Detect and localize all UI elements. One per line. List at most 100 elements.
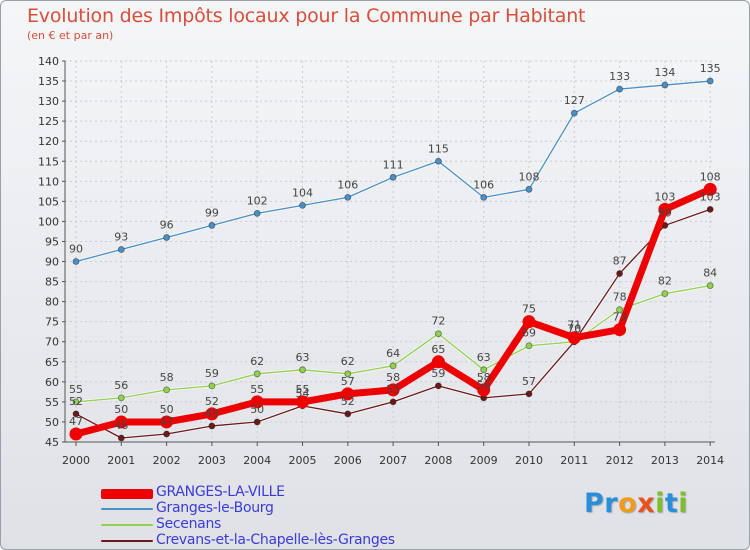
data-label: 70 bbox=[567, 323, 581, 336]
data-point bbox=[117, 394, 125, 402]
legend: GRANGES-LA-VILLE Granges-le-Bourg Secena… bbox=[101, 484, 501, 549]
data-label: 47 bbox=[160, 415, 174, 428]
logo-letter: i bbox=[678, 488, 689, 519]
data-label: 59 bbox=[431, 367, 445, 380]
data-label: 127 bbox=[564, 94, 585, 107]
logo-letter: i bbox=[655, 488, 665, 519]
data-point bbox=[661, 81, 669, 89]
y-tick-label: 50 bbox=[45, 416, 59, 429]
data-point bbox=[253, 209, 261, 217]
data-point bbox=[706, 282, 714, 289]
x-tick-label: 2006 bbox=[334, 454, 362, 467]
data-label: 78 bbox=[613, 291, 627, 304]
data-point bbox=[661, 290, 669, 298]
data-point bbox=[706, 77, 714, 85]
data-label: 58 bbox=[160, 371, 174, 384]
x-tick-label: 2003 bbox=[198, 454, 226, 467]
y-tick-label: 95 bbox=[45, 235, 59, 248]
data-label: 63 bbox=[477, 351, 491, 364]
logo-letter: x bbox=[637, 488, 656, 519]
data-point bbox=[434, 157, 442, 165]
data-point bbox=[344, 370, 352, 378]
y-tick-label: 65 bbox=[45, 356, 59, 369]
data-point bbox=[250, 395, 264, 409]
chart-title: Evolution des Impôts locaux pour la Comm… bbox=[27, 5, 586, 27]
data-point bbox=[525, 342, 533, 350]
legend-item-secenans[interactable]: Secenans bbox=[101, 516, 501, 533]
data-point bbox=[69, 427, 83, 441]
y-tick-label: 70 bbox=[45, 336, 59, 349]
data-point bbox=[525, 185, 533, 193]
y-tick-label: 105 bbox=[38, 195, 59, 208]
x-tick-label: 2012 bbox=[606, 454, 634, 467]
x-tick-label: 2001 bbox=[107, 454, 135, 467]
data-label: 99 bbox=[205, 206, 219, 219]
data-point bbox=[208, 382, 216, 390]
data-label: 87 bbox=[613, 255, 627, 268]
data-label: 54 bbox=[296, 387, 310, 400]
data-point bbox=[163, 386, 171, 394]
x-tick-label: 2004 bbox=[243, 454, 271, 467]
data-label: 93 bbox=[114, 230, 128, 243]
data-label: 104 bbox=[292, 186, 313, 199]
data-point bbox=[208, 222, 216, 229]
data-label: 108 bbox=[700, 170, 721, 183]
data-label: 56 bbox=[114, 379, 128, 392]
data-point bbox=[163, 234, 171, 241]
legend-item-crevans[interactable]: Crevans-et-la-Chapelle-lès-Granges bbox=[101, 532, 501, 549]
x-tick-label: 2000 bbox=[62, 454, 90, 467]
data-label: 96 bbox=[160, 218, 174, 231]
data-point bbox=[344, 410, 352, 418]
data-point bbox=[616, 306, 623, 314]
data-label: 55 bbox=[386, 383, 400, 396]
x-tick-label: 2013 bbox=[651, 454, 679, 467]
data-label: 50 bbox=[250, 403, 264, 416]
x-tick-label: 2002 bbox=[153, 454, 181, 467]
legend-item-granges-le-bourg[interactable]: Granges-le-Bourg bbox=[101, 500, 501, 517]
legend-swatch-crevans bbox=[101, 540, 153, 542]
data-label: 64 bbox=[386, 347, 400, 360]
legend-label-crevans: Crevans-et-la-Chapelle-lès-Granges bbox=[156, 532, 395, 548]
data-point bbox=[253, 370, 261, 378]
data-point bbox=[658, 202, 672, 216]
legend-item-granges-la-ville[interactable]: GRANGES-LA-VILLE bbox=[101, 484, 501, 501]
legend-swatch-granges-le-bourg bbox=[101, 508, 153, 510]
legend-label-secenans: Secenans bbox=[156, 516, 222, 532]
data-label: 70 bbox=[567, 323, 581, 336]
data-label: 62 bbox=[250, 355, 264, 368]
data-label: 57 bbox=[522, 375, 536, 388]
data-point bbox=[296, 395, 309, 409]
legend-label-granges-la-ville: GRANGES-LA-VILLE bbox=[156, 484, 285, 500]
data-label: 106 bbox=[473, 178, 494, 191]
data-point bbox=[117, 246, 125, 253]
data-point bbox=[525, 390, 533, 398]
y-tick-label: 80 bbox=[45, 296, 59, 309]
x-tick-label: 2008 bbox=[424, 454, 452, 467]
y-tick-label: 90 bbox=[45, 256, 59, 269]
data-label: 75 bbox=[522, 303, 536, 316]
data-point bbox=[389, 173, 397, 181]
data-label: 135 bbox=[700, 62, 721, 75]
data-point bbox=[616, 270, 623, 277]
data-point bbox=[117, 434, 125, 442]
data-label: 99 bbox=[658, 206, 672, 219]
data-label: 65 bbox=[431, 343, 445, 356]
data-point bbox=[114, 415, 128, 429]
data-point bbox=[160, 415, 174, 429]
data-label: 46 bbox=[114, 419, 128, 432]
y-tick-label: 130 bbox=[38, 95, 59, 108]
legend-swatch-granges-la-ville bbox=[101, 489, 153, 499]
data-label: 72 bbox=[431, 315, 445, 328]
data-label: 71 bbox=[567, 319, 581, 332]
y-tick-label: 85 bbox=[45, 276, 59, 289]
data-point bbox=[72, 258, 80, 265]
data-label: 55 bbox=[296, 383, 310, 396]
y-tick-label: 125 bbox=[38, 115, 59, 128]
data-point bbox=[205, 407, 219, 421]
y-tick-label: 120 bbox=[38, 135, 59, 148]
data-label: 57 bbox=[341, 375, 355, 388]
data-point bbox=[341, 387, 355, 401]
x-tick-label: 2014 bbox=[696, 454, 724, 467]
data-label: 47 bbox=[69, 415, 83, 428]
